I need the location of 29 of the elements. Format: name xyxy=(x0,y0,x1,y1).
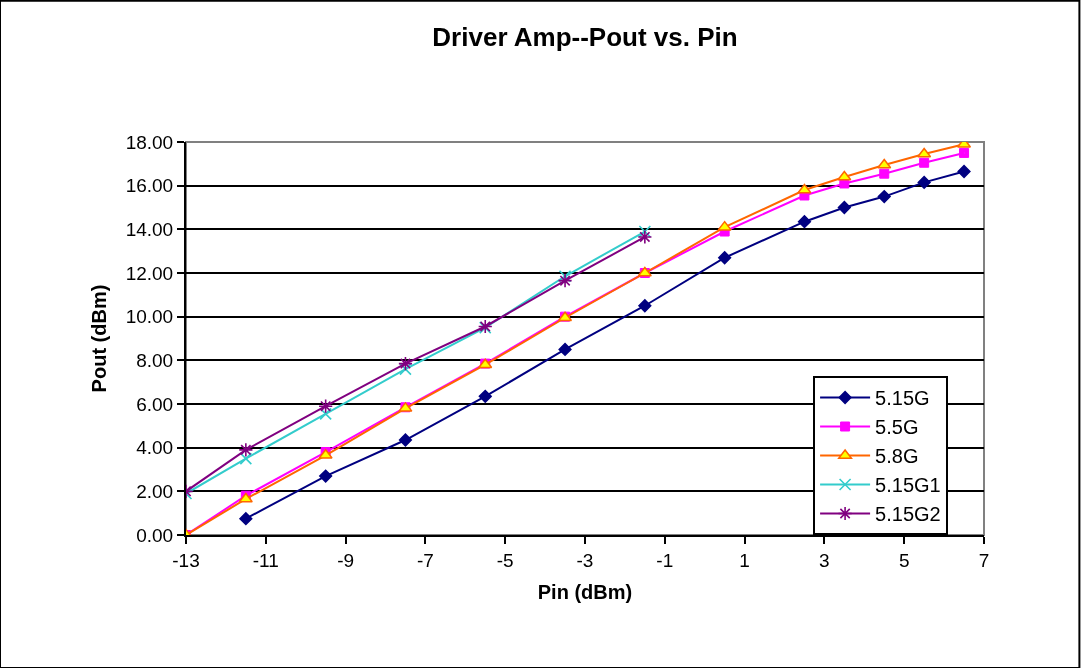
y-tick-label: 4.00 xyxy=(136,437,174,459)
x-tick-label: -3 xyxy=(576,549,594,571)
legend-label: 5.15G2 xyxy=(875,503,941,526)
legend-label: 5.15G xyxy=(875,387,930,410)
x-tick-label: 1 xyxy=(739,549,750,571)
x-tick-label: 3 xyxy=(819,549,830,571)
chart-title: Driver Amp--Pout vs. Pin xyxy=(432,21,738,52)
y-tick-label: 0.00 xyxy=(136,524,174,546)
x-tick-label: -13 xyxy=(172,549,200,571)
x-tick-label: -1 xyxy=(656,549,674,571)
y-tick-label: 8.00 xyxy=(136,349,174,371)
y-tick-label: 10.00 xyxy=(125,306,174,328)
legend-label: 5.5G xyxy=(875,416,919,439)
legend-label: 5.15G1 xyxy=(875,474,941,497)
y-axis-title: Pout (dBm) xyxy=(87,284,110,393)
y-tick-label: 16.00 xyxy=(125,175,174,197)
y-tick-label: 6.00 xyxy=(136,393,174,415)
legend-label: 5.8G xyxy=(875,445,919,468)
x-tick-label: 7 xyxy=(978,549,990,571)
y-tick-label: 18.00 xyxy=(125,131,174,153)
x-tick-label: -9 xyxy=(337,549,355,571)
x-axis-title: Pin (dBm) xyxy=(537,580,633,603)
x-tick-label: -7 xyxy=(416,549,434,571)
y-tick-label: 14.00 xyxy=(125,218,174,240)
y-tick-label: 2.00 xyxy=(136,480,174,502)
y-tick-label: 12.00 xyxy=(125,262,174,284)
x-tick-label: 5 xyxy=(898,549,910,571)
x-tick-label: -5 xyxy=(496,549,514,571)
x-tick-label: -11 xyxy=(252,549,279,571)
